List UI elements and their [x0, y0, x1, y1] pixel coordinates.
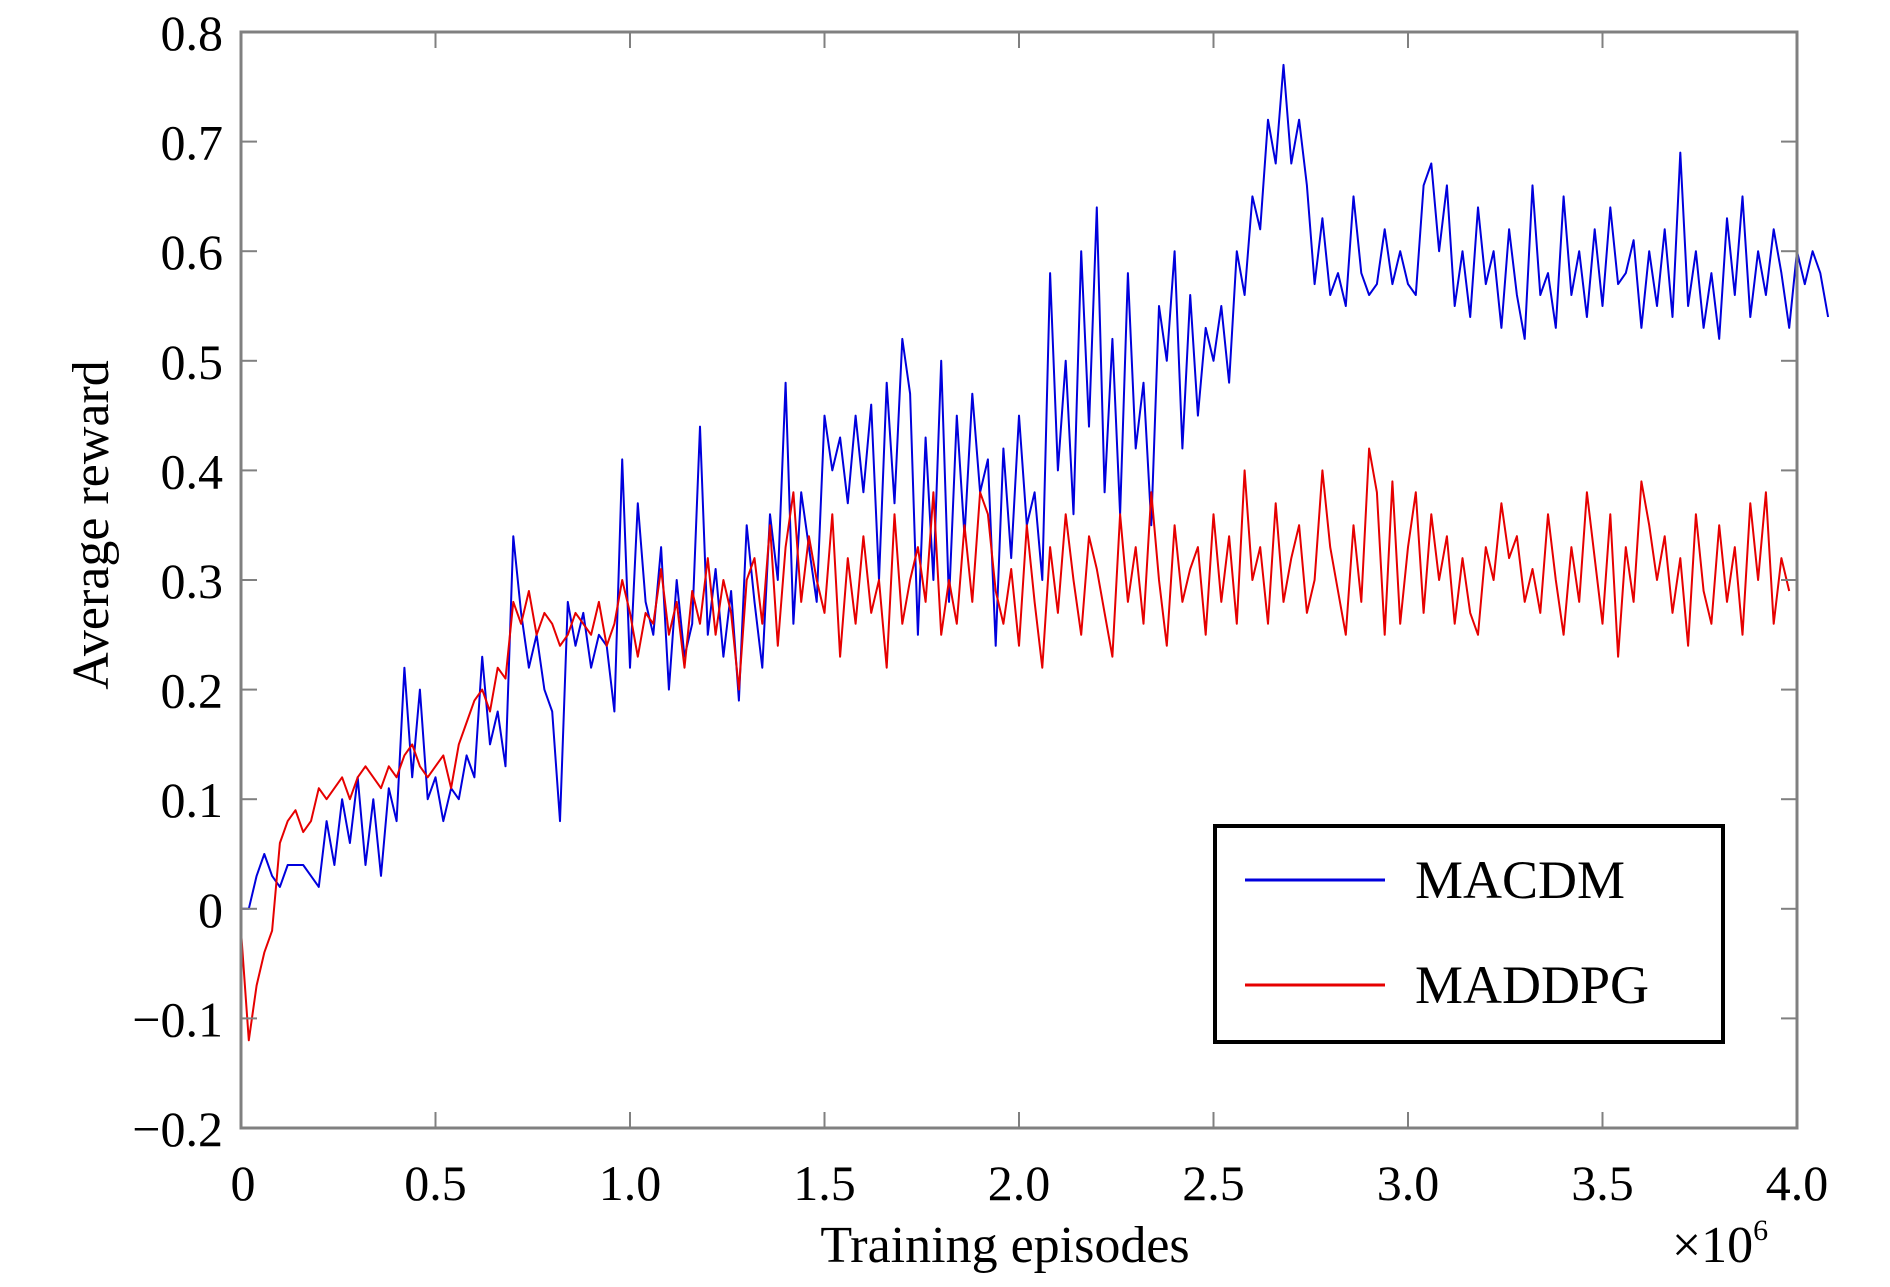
y-tick-label: 0.6 — [161, 224, 224, 280]
x-multiplier-base: ×10 — [1672, 1217, 1753, 1274]
y-tick-label: 0.4 — [161, 443, 224, 499]
x-tick-label: 1.0 — [599, 1155, 662, 1211]
x-tick-label: 0 — [231, 1155, 256, 1211]
tick-labels: 0 0.5 1.0 1.5 2.0 2.5 3.0 3.5 4.0 −0.2 −0.1 0 0.1 0.2… — [132, 5, 1828, 1211]
x-tick-label: 2.5 — [1182, 1155, 1245, 1211]
x-tick-label: 3.5 — [1571, 1155, 1634, 1211]
x-axis-multiplier: ×106 — [1672, 1214, 1768, 1274]
y-tick-label: 0.3 — [161, 553, 224, 609]
y-axis-title: Average reward — [63, 360, 120, 690]
plot-lines — [240, 63, 1830, 1042]
x-axis-title: Training episodes — [820, 1217, 1189, 1274]
x-tick-label: 3.0 — [1377, 1155, 1440, 1211]
x-multiplier-exponent: 6 — [1753, 1214, 1768, 1247]
x-tick-label: 4.0 — [1766, 1155, 1829, 1211]
legend-label-maddpg: MADDPG — [1415, 955, 1649, 1015]
y-tick-label: 0.8 — [161, 5, 224, 61]
y-tick-label: −0.2 — [132, 1101, 223, 1157]
x-tick-label: 1.5 — [793, 1155, 856, 1211]
y-tick-label: −0.1 — [132, 991, 223, 1047]
x-tick-label: 2.0 — [988, 1155, 1051, 1211]
legend: MACDM MADDPG — [1213, 824, 1725, 1044]
series-line-macdm — [241, 63, 1830, 910]
series-line-maddpg — [240, 447, 1791, 1042]
legend-box — [1213, 824, 1725, 1044]
y-tick-label: 0.7 — [161, 115, 224, 171]
y-tick-label: 0 — [198, 882, 223, 938]
x-tick-label: 0.5 — [404, 1155, 467, 1211]
legend-label-macdm: MACDM — [1415, 850, 1625, 910]
axis-ticks — [241, 32, 1797, 1128]
y-tick-label: 0.1 — [161, 772, 224, 828]
y-tick-label: 0.2 — [161, 663, 224, 719]
y-tick-label: 0.5 — [161, 334, 224, 390]
